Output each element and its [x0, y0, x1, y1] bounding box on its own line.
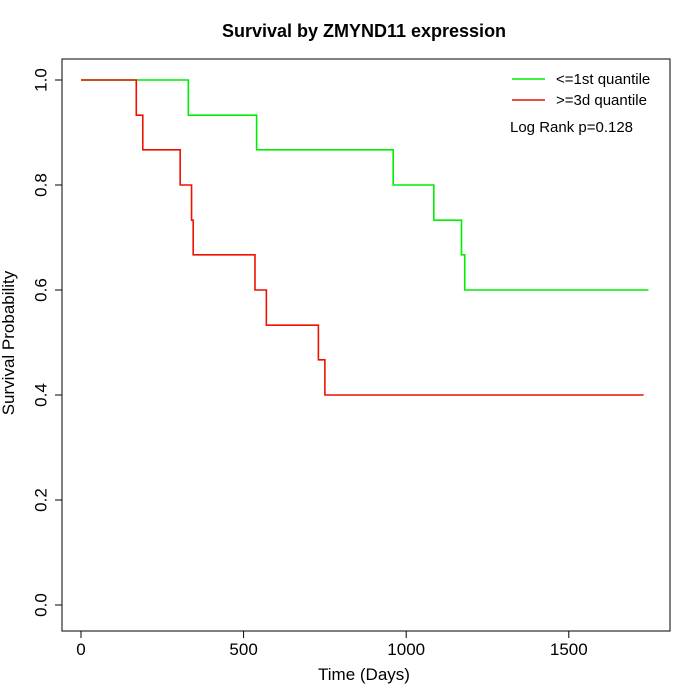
x-tick-label: 500 [229, 640, 257, 659]
y-tick-label: 0.8 [31, 173, 50, 197]
y-tick-label: 0.6 [31, 278, 50, 302]
chart-title: Survival by ZMYND11 expression [222, 21, 506, 41]
x-tick-label: 0 [76, 640, 85, 659]
legend-label: <=1st quantile [556, 71, 650, 88]
y-tick-label: 0.2 [31, 488, 50, 512]
series-low-curve [81, 79, 649, 291]
y-axis-label: Survival Probability [0, 270, 18, 415]
y-tick-label: 0.0 [31, 593, 50, 617]
plot-frame [61, 58, 671, 632]
series-high-curve [81, 79, 644, 396]
log-rank-annotation: Log Rank p=0.128 [510, 119, 633, 136]
x-tick-label: 1000 [387, 640, 425, 659]
y-axis: 0.0 0.2 0.4 0.6 0.8 1.0 [31, 68, 63, 617]
legend-label: >=3d quantile [556, 92, 647, 109]
x-tick-label: 1500 [550, 640, 588, 659]
x-axis-label: Time (Days) [318, 665, 410, 684]
y-tick-label: 0.4 [31, 383, 50, 407]
y-tick-label: 1.0 [31, 68, 50, 92]
survival-curves [81, 79, 649, 396]
x-axis: 0 500 1000 1500 [76, 630, 588, 659]
legend: <=1st quantile >=3d quantile [512, 71, 650, 109]
